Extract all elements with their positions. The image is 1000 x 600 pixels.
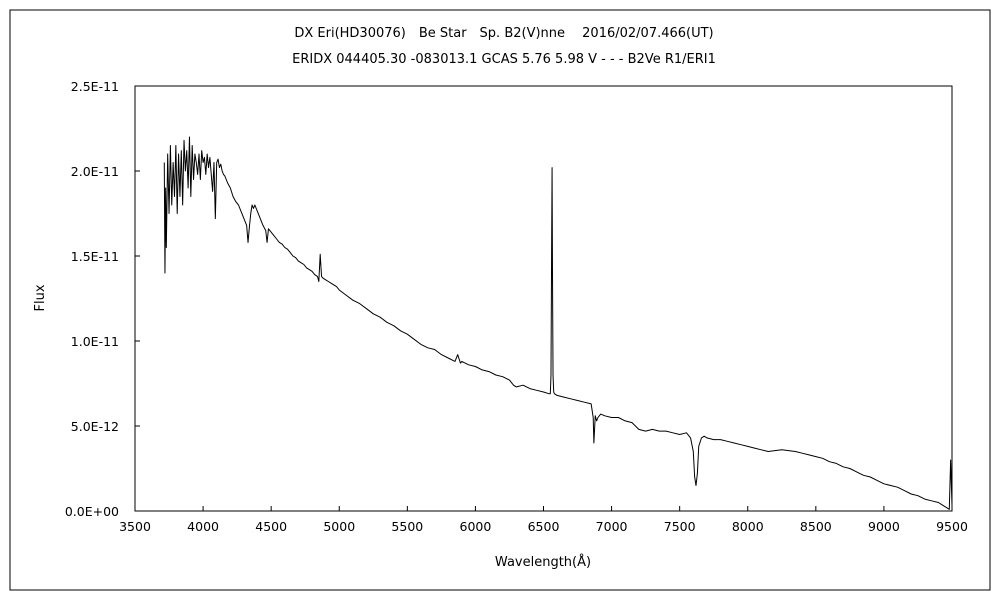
y-axis-label: Flux [33,284,48,311]
chart-title: DX Eri(HD30076) Be Star Sp. B2(V)nne 201… [294,26,713,41]
y-tick-label: 0.0E+00 [65,504,119,519]
x-axis-label: Wavelength(Å) [495,554,591,570]
x-tick-label: 6500 [528,519,560,534]
y-axis: 0.0E+00 5.0E-12 1.0E-11 1.5E-11 2.0E-11 2.5E-… [65,79,140,519]
y-tick-label: 2.0E-11 [71,164,119,179]
spectrum-line [163,136,953,510]
y-tick-label: 2.5E-11 [71,79,119,94]
figure-border [9,9,991,591]
x-tick-label: 7500 [664,519,696,534]
x-tick-label: 9500 [936,519,968,534]
x-axis: 3500 4000 4500 5000 5500 6000 6500 7000 7500 8000… [119,506,968,534]
x-tick-label: 4500 [255,519,287,534]
y-tick-label: 5.0E-12 [71,419,119,434]
x-tick-label: 5500 [391,519,423,534]
series-layer [163,136,953,510]
x-tick-label: 5000 [323,519,355,534]
x-tick-label: 6000 [460,519,492,534]
x-tick-label: 7000 [596,519,628,534]
x-tick-label: 4000 [187,519,219,534]
y-tick-label: 1.5E-11 [71,249,119,264]
x-tick-label: 3500 [119,519,151,534]
x-tick-label: 9000 [868,519,900,534]
x-tick-label: 8000 [732,519,764,534]
x-tick-label: 8500 [800,519,832,534]
y-tick-label: 1.0E-11 [71,334,119,349]
chart-subtitle: ERIDX 044405.30 -083013.1 GCAS 5.76 5.98… [292,52,716,67]
